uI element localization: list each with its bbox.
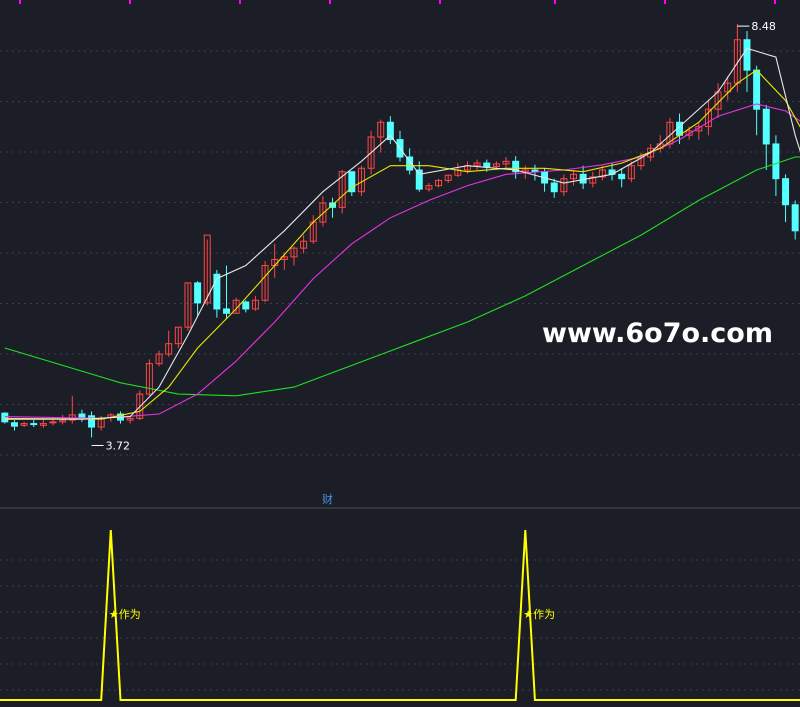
candle-body [772,143,780,180]
candle-body [473,162,481,167]
candle-body [203,234,211,304]
candle-body [348,171,356,193]
candle-body [618,173,626,180]
candle-body [589,176,597,184]
candle-body [483,162,491,168]
ma60-line [4,156,800,397]
candle-body [724,82,732,93]
candle-body [174,326,182,345]
candle-body [512,160,520,173]
candle-body [550,182,558,193]
candle-body [184,282,192,328]
candlestick-series [1,24,799,438]
candle-body [425,185,433,190]
candle-body [782,178,790,206]
candle-body [704,108,712,128]
candle-body [20,423,28,426]
candle-body [444,174,452,181]
candle-body [300,240,308,249]
candle-body [232,299,240,314]
candle-body [251,299,259,310]
candle-body [386,121,394,141]
candle-body [155,353,163,365]
ma20-line [4,103,800,419]
candle-body [1,412,9,423]
candle-body [126,417,134,421]
candle-body [10,422,18,427]
candle-body [570,173,577,180]
candle-body [743,39,751,71]
candle-body [377,121,385,138]
candle-body [49,421,57,424]
indicator-line [0,529,800,701]
candle-body [627,165,635,180]
candle-body [791,204,799,232]
candle-body [213,273,221,310]
candle-body [59,419,67,423]
candle-body [78,413,86,418]
candle-body [367,136,375,169]
low-price-label: 3.72 [106,439,130,452]
signal-label: ★作为 [109,608,141,621]
candle-body [753,69,761,110]
candle-body [406,156,414,171]
candle-body [165,343,173,355]
candle-body [435,179,443,187]
top-tick-marks [19,0,776,4]
candle-body [261,265,269,301]
signal-label: ★作为 [523,608,555,621]
ma5-line [4,47,800,420]
candle-body [415,169,423,190]
financial-marker: 财 [322,492,333,506]
candle-body [30,423,38,426]
candle-body [502,160,510,165]
candle-body [39,423,47,426]
candle-body [685,130,693,136]
candle-body [136,393,144,419]
candle-body [492,163,500,168]
candle-body [290,247,298,258]
candle-body [338,171,346,208]
candle-body [145,363,153,395]
candle-body [319,202,327,223]
candle-body [560,178,568,193]
moving-averages [4,47,800,420]
watermark: www.6o7o.com [542,318,773,349]
candle-body [223,308,230,314]
candle-body [762,108,770,145]
candle-body [695,126,703,132]
candle-body [521,169,529,173]
candle-body [194,282,202,304]
grid-lines [0,50,800,691]
candle-body [88,415,96,428]
high-price-label: 8.48 [751,20,776,33]
candle-body [598,169,606,178]
indicator-panel [0,529,800,701]
candle-body [242,301,250,310]
